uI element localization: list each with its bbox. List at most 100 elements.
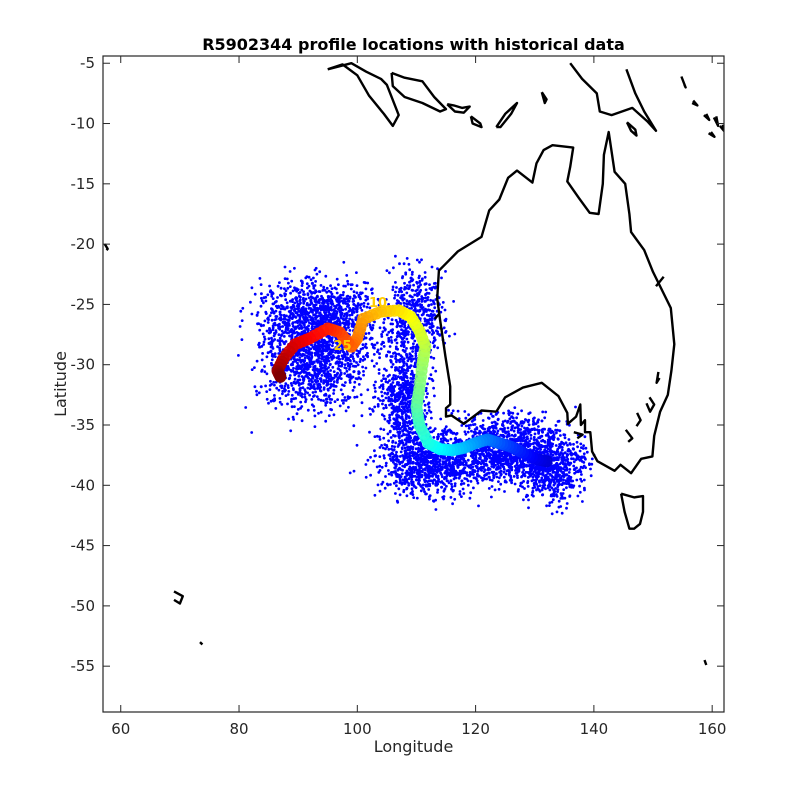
historical-point: [338, 369, 342, 372]
historical-point: [409, 364, 413, 368]
historical-point: [402, 378, 406, 382]
historical-point: [453, 437, 457, 441]
historical-point: [410, 288, 414, 292]
historical-point: [390, 413, 394, 416]
historical-point: [319, 340, 323, 344]
historical-point: [423, 478, 426, 482]
historical-point: [316, 294, 319, 298]
historical-point: [415, 458, 418, 462]
historical-point: [408, 294, 412, 298]
historical-point: [293, 331, 296, 335]
historical-point: [412, 304, 416, 308]
historical-point: [401, 429, 405, 433]
historical-point: [386, 391, 390, 395]
historical-point: [407, 435, 411, 438]
historical-point: [381, 385, 385, 389]
historical-point: [493, 488, 497, 492]
historical-point: [401, 322, 404, 325]
historical-point: [521, 471, 524, 474]
historical-point: [337, 306, 341, 310]
historical-point: [371, 324, 375, 327]
historical-point: [346, 297, 350, 301]
historical-point: [304, 297, 308, 301]
historical-point: [296, 304, 300, 308]
historical-point: [537, 425, 540, 428]
historical-point: [410, 279, 414, 283]
historical-point: [346, 282, 350, 286]
historical-point: [520, 409, 523, 413]
historical-point: [394, 354, 398, 358]
historical-point: [427, 409, 431, 412]
historical-point: [322, 399, 325, 402]
historical-point: [331, 365, 335, 369]
historical-point: [406, 284, 409, 287]
historical-point: [354, 318, 358, 321]
historical-point: [298, 372, 302, 375]
historical-point: [283, 292, 287, 296]
historical-point: [408, 284, 412, 287]
historical-point: [398, 324, 402, 328]
historical-point: [257, 391, 261, 395]
historical-point: [290, 393, 294, 397]
historical-point: [432, 436, 436, 439]
historical-point: [398, 262, 401, 266]
historical-point: [319, 284, 323, 287]
historical-point: [398, 493, 402, 497]
historical-point: [509, 476, 513, 480]
historical-point: [298, 391, 302, 394]
historical-point: [273, 318, 277, 322]
historical-point: [426, 460, 430, 464]
historical-point: [293, 373, 297, 377]
historical-point: [430, 377, 434, 381]
historical-point: [307, 379, 311, 383]
historical-point: [543, 416, 547, 420]
historical-point: [272, 334, 276, 338]
historical-point: [372, 459, 375, 463]
historical-point: [413, 339, 417, 343]
historical-point: [366, 388, 370, 392]
historical-point: [394, 374, 397, 378]
historical-point: [469, 423, 472, 427]
historical-point: [420, 295, 424, 298]
historical-point: [326, 301, 329, 305]
historical-point: [445, 468, 449, 471]
historical-point: [266, 321, 270, 324]
historical-point: [392, 266, 395, 270]
historical-point: [348, 309, 352, 313]
historical-point: [389, 436, 393, 439]
historical-point: [413, 307, 417, 311]
historical-point: [334, 385, 338, 388]
historical-point: [378, 435, 381, 439]
historical-point: [385, 369, 388, 372]
historical-point: [394, 408, 398, 412]
historical-point: [405, 494, 409, 498]
historical-point: [292, 380, 296, 384]
historical-point: [442, 326, 446, 330]
historical-point: [264, 384, 267, 388]
historical-point: [410, 354, 414, 358]
historical-point: [283, 265, 287, 269]
historical-point: [325, 372, 329, 376]
historical-point: [489, 412, 493, 416]
historical-point: [324, 419, 328, 423]
historical-point: [407, 415, 411, 418]
historical-point: [305, 302, 309, 305]
historical-point: [448, 334, 451, 338]
historical-point: [355, 395, 359, 399]
historical-point: [290, 369, 293, 373]
historical-point: [283, 384, 287, 388]
historical-point: [258, 345, 261, 349]
historical-point: [378, 469, 382, 472]
historical-point: [434, 483, 438, 487]
historical-point: [432, 356, 436, 360]
historical-point: [310, 301, 314, 305]
historical-point: [467, 426, 471, 430]
historical-point: [402, 344, 406, 348]
historical-point: [316, 383, 319, 387]
historical-point: [459, 483, 463, 486]
historical-point: [421, 306, 425, 309]
historical-point: [388, 416, 391, 420]
historical-point: [432, 499, 435, 503]
historical-point: [446, 456, 450, 459]
historical-point: [293, 286, 296, 290]
